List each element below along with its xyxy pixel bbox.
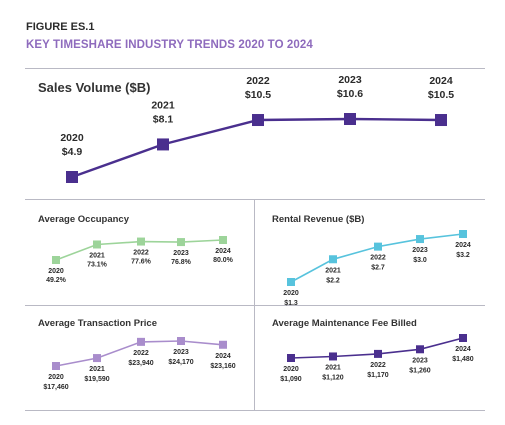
rental-year-label: 2021	[325, 267, 341, 274]
maintenance-year-label: 2024	[455, 346, 471, 353]
occupancy-year-label: 2020	[48, 268, 64, 275]
transaction-year-label: 2021	[89, 366, 105, 373]
sales-series-line	[71, 117, 442, 179]
divider-middle	[25, 199, 485, 200]
transaction-value-label: $17,460	[43, 384, 68, 391]
maintenance-value-label: $1,090	[280, 376, 302, 383]
rental-data-point	[374, 242, 382, 251]
transaction-data-point	[93, 354, 101, 363]
occupancy-chart-title: Average Occupancy	[38, 214, 129, 225]
transaction-year-label: 2024	[215, 353, 231, 360]
figure-title: KEY TIMESHARE INDUSTRY TRENDS 2020 TO 20…	[26, 39, 313, 51]
transaction-year-label: 2022	[133, 350, 149, 357]
maintenance-chart-title: Average Maintenance Fee Billed	[272, 318, 417, 329]
divider-top	[25, 68, 485, 69]
figure-label: FIGURE ES.1	[26, 21, 95, 33]
maintenance-data-point	[329, 352, 337, 361]
rental-value-label: $2.2	[326, 277, 340, 284]
transaction-data-point	[177, 337, 185, 345]
occupancy-value-label: 76.8%	[171, 259, 192, 266]
maintenance-year-label: 2023	[412, 357, 428, 364]
rental-year-label: 2023	[412, 247, 428, 254]
maintenance-data-point	[459, 334, 467, 342]
occupancy-data-point	[93, 240, 101, 249]
sales-year-label: 2022	[246, 75, 270, 87]
transaction-value-label: $19,590	[84, 376, 109, 383]
sales-data-point	[157, 138, 169, 151]
rental-data-point	[287, 278, 295, 286]
transaction-data-point	[137, 337, 145, 346]
rental-data-point	[329, 255, 337, 264]
maintenance-year-label: 2020	[283, 366, 299, 373]
rental-year-label: 2020	[283, 290, 299, 297]
divider-bottom	[25, 410, 485, 411]
divider-lower	[25, 305, 485, 306]
rental-value-label: $3.0	[413, 257, 427, 264]
maintenance-data-point	[287, 354, 295, 362]
transaction-value-label: $23,160	[210, 363, 235, 370]
sales-year-label: 2021	[151, 99, 175, 111]
occupancy-year-label: 2024	[215, 248, 231, 255]
maintenance-value-label: $1,260	[409, 367, 431, 374]
rental-year-label: 2022	[370, 255, 386, 262]
transaction-value-label: $23,940	[128, 360, 153, 367]
sales-value-label: $10.6	[337, 88, 363, 100]
occupancy-data-point	[137, 237, 145, 246]
rental-data-point	[416, 235, 424, 244]
sales-data-point	[66, 171, 78, 183]
maintenance-year-label: 2021	[325, 364, 341, 371]
occupancy-year-label: 2022	[133, 250, 149, 257]
rental-data-point	[459, 230, 467, 238]
occupancy-data-point	[52, 256, 60, 264]
occupancy-data-point	[219, 236, 227, 244]
transaction-year-label: 2020	[48, 374, 64, 381]
divider-vertical	[254, 200, 255, 410]
rental-value-label: $2.7	[371, 265, 385, 272]
maintenance-data-point	[416, 345, 424, 354]
sales-value-label: $10.5	[428, 89, 454, 101]
sales-value-label: $4.9	[62, 146, 83, 158]
sales-data-point	[344, 113, 356, 125]
rental-chart-title: Rental Revenue ($B)	[272, 214, 365, 225]
maintenance-value-label: $1,120	[322, 374, 344, 381]
sales-year-label: 2020	[60, 132, 84, 144]
sales-data-point	[435, 114, 447, 127]
occupancy-value-label: 77.6%	[131, 259, 152, 266]
occupancy-year-label: 2021	[89, 252, 105, 259]
maintenance-year-label: 2022	[370, 362, 386, 369]
rental-value-label: $3.2	[456, 252, 470, 259]
sales-value-label: $8.1	[153, 113, 174, 125]
transaction-value-label: $24,170	[168, 359, 193, 366]
sales-data-point	[252, 114, 264, 127]
sales-chart-title: Sales Volume ($B)	[38, 80, 151, 95]
sales-value-label: $10.5	[245, 89, 271, 101]
occupancy-year-label: 2023	[173, 250, 189, 257]
transaction-data-point	[219, 340, 227, 349]
sales-year-label: 2024	[429, 75, 453, 87]
occupancy-value-label: 80.0%	[213, 257, 234, 264]
transaction-data-point	[52, 362, 60, 370]
transaction-chart-title: Average Transaction Price	[38, 318, 157, 329]
rental-value-label: $1.3	[284, 300, 298, 307]
occupancy-value-label: 49.2%	[46, 277, 67, 284]
sales-year-label: 2023	[338, 74, 362, 86]
maintenance-value-label: $1,170	[367, 372, 389, 379]
occupancy-value-label: 73.1%	[87, 261, 108, 268]
transaction-year-label: 2023	[173, 349, 189, 356]
rental-year-label: 2024	[455, 242, 471, 249]
maintenance-value-label: $1,480	[452, 356, 474, 363]
maintenance-data-point	[374, 349, 382, 358]
occupancy-data-point	[177, 238, 185, 247]
